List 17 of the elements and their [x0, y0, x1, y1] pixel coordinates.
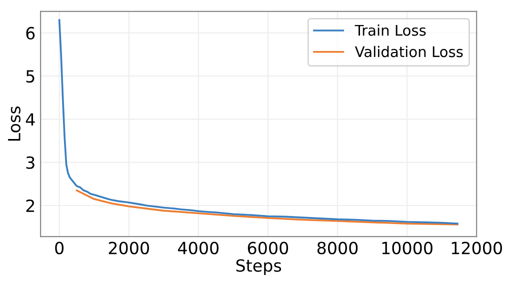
x-tick-label: 8000: [317, 242, 358, 254]
x-tick-label: 0: [55, 242, 64, 254]
y-tick-label: 5: [26, 70, 34, 83]
x-axis-title: Steps: [236, 259, 282, 276]
y-tick-label: 4: [26, 113, 35, 126]
x-tick-label: 4000: [178, 242, 219, 254]
y-tick-label: 2: [26, 199, 34, 212]
x-tick-label: 12000: [452, 242, 502, 254]
legend-label: Validation Loss: [354, 46, 463, 58]
legend-label: Train Loss: [354, 24, 426, 36]
x-tick-label: 10000: [382, 242, 432, 254]
y-tick-label: 3: [26, 156, 34, 169]
x-tick-label: 6000: [248, 242, 288, 254]
x-tick-label: 2000: [108, 242, 149, 254]
y-tick-label: 6: [26, 26, 35, 40]
line-series: [76, 189, 458, 226]
y-axis-title: Loss: [8, 106, 20, 141]
